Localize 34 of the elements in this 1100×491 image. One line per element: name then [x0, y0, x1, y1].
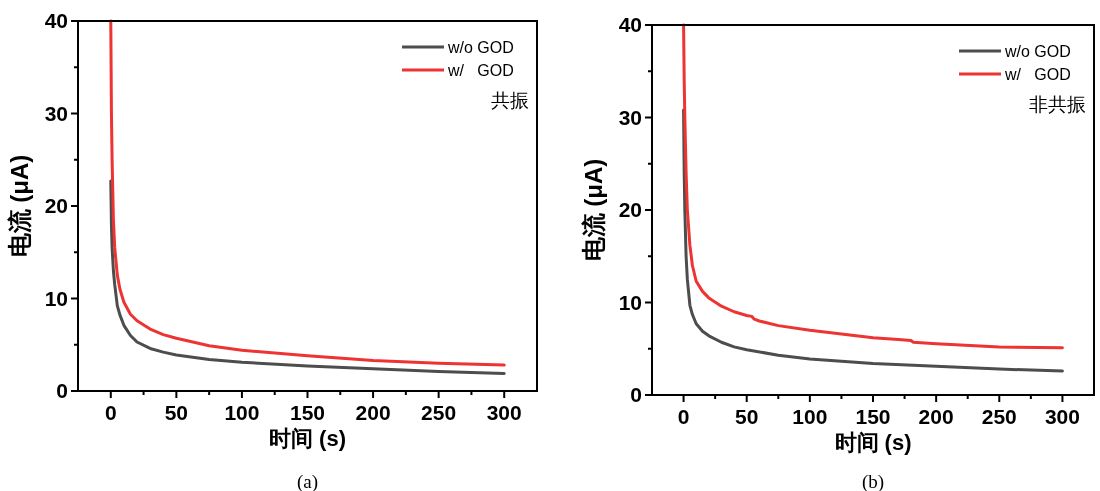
x-tick-label: 100: [792, 405, 828, 428]
x-tick-label: 150: [855, 405, 891, 428]
x-tick-label: 250: [981, 405, 1017, 428]
x-tick-label: 50: [735, 405, 759, 428]
y-tick-label: 30: [618, 105, 642, 129]
y-tick-label: 10: [44, 286, 68, 310]
y-tick-label: 30: [44, 101, 68, 125]
x-tick-label: 50: [164, 401, 189, 424]
x-tick-label: 300: [486, 401, 522, 424]
y-tick-label: 0: [630, 383, 642, 406]
x-tick-label: 150: [289, 401, 326, 424]
y-tick-label: 0: [56, 379, 68, 402]
y-tick-label: 20: [618, 198, 642, 221]
x-axis-title: 时间 (s): [269, 426, 346, 451]
x-tick-label: 200: [918, 405, 954, 428]
y-tick-label: 20: [44, 194, 68, 217]
x-tick-label: 250: [421, 401, 457, 424]
legend-label: w/ GOD: [1004, 66, 1071, 83]
x-axis-title: 时间 (s): [834, 430, 912, 455]
x-tick-label: 200: [355, 401, 391, 424]
x-tick-label: 0: [677, 405, 690, 428]
legend-label: w/o GOD: [447, 39, 514, 56]
annotation: 共振: [491, 90, 529, 111]
y-axis-title: 电流 (μA): [6, 154, 33, 258]
annotation: 非共振: [1029, 94, 1086, 115]
y-tick-label: 10: [618, 290, 642, 314]
x-tick-label: 100: [224, 401, 260, 424]
x-tick-label: 0: [104, 401, 117, 424]
x-tick-label: 300: [1044, 405, 1080, 428]
legend-label: w/ GOD: [447, 62, 514, 79]
y-tick-label: 40: [44, 9, 68, 32]
legend-label: w/o GOD: [1004, 43, 1071, 60]
y-axis-title: 电流 (μA): [580, 158, 607, 262]
y-tick-label: 40: [618, 13, 642, 36]
